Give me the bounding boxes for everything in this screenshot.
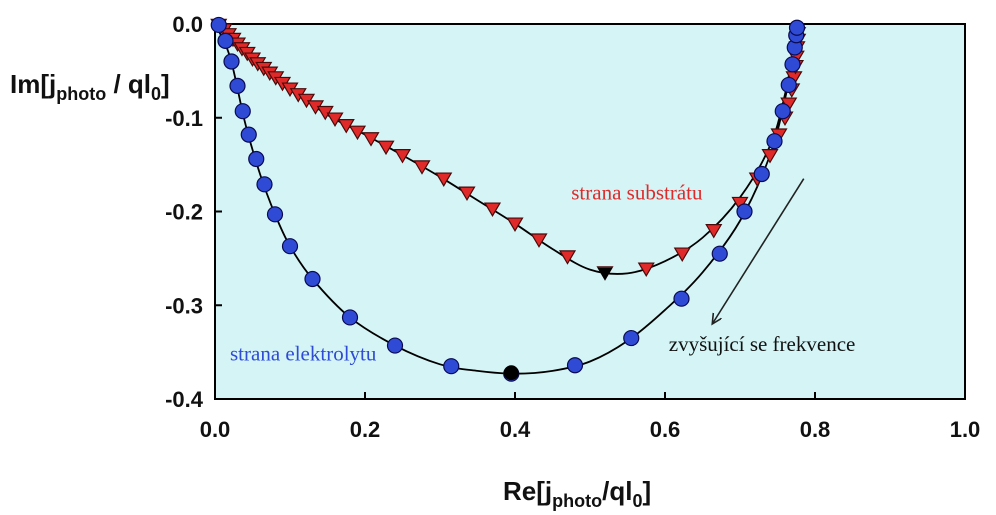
- substrate-point: [435, 172, 453, 187]
- x-tick-label: 0.4: [500, 417, 531, 442]
- electrolyte-point: [281, 238, 299, 255]
- substrate-point: [377, 140, 395, 156]
- electrolyte-point: [234, 103, 251, 120]
- electrolyte-point: [240, 126, 257, 143]
- electrolyte-point: [304, 270, 321, 288]
- x-tick-label: 1.0: [950, 417, 981, 442]
- substrate-highlight-point: [597, 267, 613, 281]
- y-tick-label: -0.3: [165, 293, 203, 318]
- electrolyte-point: [753, 165, 770, 183]
- electrolyte-point: [711, 245, 728, 262]
- electrolyte-point: [217, 32, 234, 49]
- electrolyte-point: [443, 358, 460, 375]
- x-tick-label: 0.2: [350, 417, 381, 442]
- substrate-point: [413, 160, 431, 175]
- electrolyte-point: [210, 16, 227, 34]
- electrolyte-point: [248, 150, 265, 168]
- x-tick-label: 0.8: [800, 417, 831, 442]
- x-axis-title: Re[jphoto/ql0]: [503, 476, 651, 511]
- electrolyte-point: [229, 77, 246, 94]
- substrate-point: [348, 125, 367, 141]
- electrolyte-point: [566, 357, 584, 374]
- electrolyte-point: [266, 206, 284, 223]
- electrolyte-point: [780, 76, 797, 94]
- annotation-frequency: zvyšující se frekvence: [669, 332, 856, 356]
- electrolyte-point: [784, 56, 801, 73]
- substrate-point: [393, 149, 412, 164]
- y-tick-label: -0.2: [165, 200, 203, 225]
- annotation-substrate: strana substrátu: [571, 180, 703, 204]
- electrolyte-point: [256, 176, 273, 193]
- electrolyte-point: [386, 337, 404, 354]
- electrolyte-point: [623, 329, 640, 347]
- electrolyte-highlight-point: [503, 365, 519, 381]
- electrolyte-point: [736, 203, 753, 220]
- electrolyte-point: [788, 19, 806, 36]
- y-axis-title: Im[jphoto / ql0]: [10, 69, 170, 104]
- plot-area: [214, 23, 966, 400]
- y-tick-label: -0.4: [165, 387, 204, 412]
- substrate-point: [761, 149, 779, 164]
- data-points: [210, 16, 807, 382]
- electrolyte-point: [766, 133, 783, 150]
- substrate-point: [483, 202, 502, 217]
- substrate-point: [705, 224, 723, 239]
- annotation-electrolyte: strana elektrolytu: [230, 342, 377, 366]
- substrate-point: [637, 262, 655, 277]
- electrolyte-point: [223, 53, 240, 70]
- electrolyte-point: [341, 309, 359, 326]
- x-tick-label: 0.0: [200, 417, 231, 442]
- substrate-point: [458, 186, 476, 202]
- electrolyte-point: [673, 290, 690, 307]
- x-tick-label: 0.6: [650, 417, 681, 442]
- frequency-arrow: [712, 178, 805, 324]
- electrolyte-point: [774, 103, 791, 120]
- y-tick-label: 0.0: [172, 12, 203, 37]
- substrate-point: [362, 132, 380, 147]
- substrate-point: [530, 233, 548, 248]
- substrate-point: [506, 217, 524, 232]
- substrate-point: [558, 250, 577, 265]
- annotations: strana substrátu strana elektrolytu zvyšuj…: [230, 178, 856, 366]
- axis-ticks: 0.0 0.2 0.4 0.6 0.8 1.0 0.0 -0.1 -0.2 -0.3 -0.4: [165, 12, 980, 442]
- substrate-point: [673, 247, 691, 262]
- y-tick-label: -0.1: [165, 106, 203, 131]
